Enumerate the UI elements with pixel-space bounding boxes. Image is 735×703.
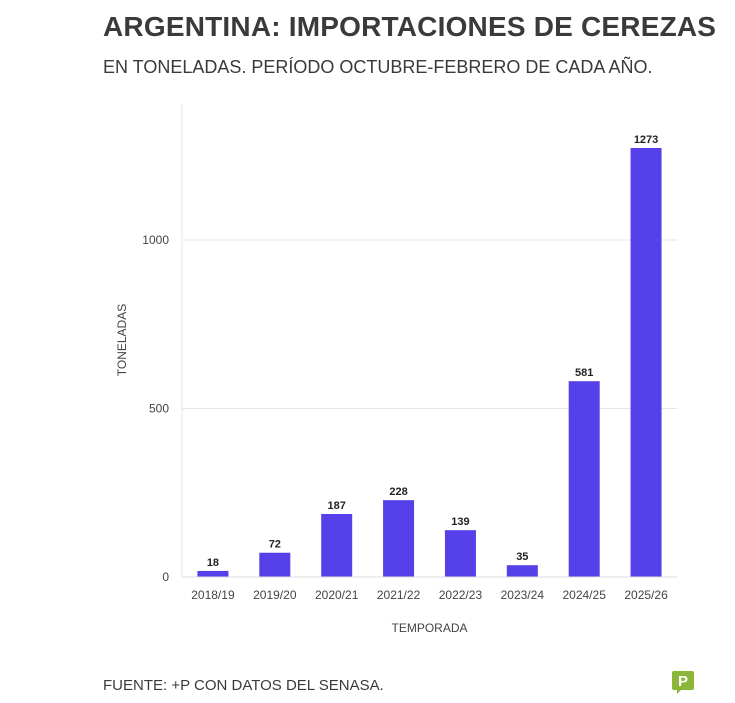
bar-value-label: 187 [328, 500, 346, 512]
y-tick-label: 500 [149, 402, 169, 416]
source-note: FUENTE: +P CON DATOS DEL SENASA. [103, 677, 384, 694]
x-tick-label: 2021/22 [377, 588, 421, 602]
x-axis-title: TEMPORADA [391, 621, 467, 635]
bar-value-label: 581 [575, 367, 593, 379]
chart-subtitle: EN TONELADAS. PERÍODO OCTUBRE-FEBRERO DE… [103, 57, 653, 77]
x-tick-label: 2025/26 [624, 588, 668, 602]
x-tick-label: 2024/25 [562, 588, 606, 602]
y-tick-label: 1000 [142, 233, 169, 247]
bar-value-label: 139 [451, 516, 469, 528]
bar [444, 530, 476, 577]
bar-value-label: 72 [269, 539, 281, 551]
bar-value-label: 35 [516, 551, 528, 563]
x-tick-label: 2019/20 [253, 588, 297, 602]
bar [259, 552, 291, 577]
bar-value-label: 1273 [634, 134, 658, 146]
bar-value-label: 18 [207, 557, 219, 569]
x-tick-label: 2018/19 [191, 588, 235, 602]
chart-title: ARGENTINA: IMPORTACIONES DE CEREZAS [103, 11, 717, 42]
bar [197, 570, 229, 577]
y-tick-label: 0 [162, 570, 169, 584]
x-tick-label: 2020/21 [315, 588, 359, 602]
bar [383, 500, 415, 577]
bar [321, 513, 353, 577]
bar [568, 381, 600, 577]
bar [506, 565, 538, 577]
plus-p-logo-icon: P [672, 671, 694, 694]
bar-value-label: 228 [389, 486, 407, 498]
x-tick-label: 2022/23 [439, 588, 483, 602]
x-tick-label: 2023/24 [501, 588, 545, 602]
bar [630, 148, 662, 577]
svg-text:P: P [678, 673, 688, 690]
y-axis-title: TONELADAS [115, 304, 129, 376]
